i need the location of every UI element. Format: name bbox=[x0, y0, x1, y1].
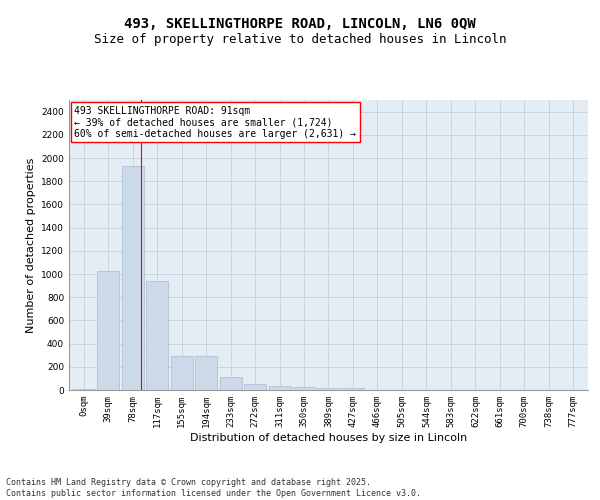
Bar bbox=[293, 387, 315, 390]
Bar bbox=[122, 166, 143, 390]
Y-axis label: Number of detached properties: Number of detached properties bbox=[26, 158, 35, 332]
Bar bbox=[195, 356, 217, 390]
Bar bbox=[170, 356, 193, 390]
Bar bbox=[317, 388, 340, 390]
Bar bbox=[73, 389, 95, 390]
Text: 493, SKELLINGTHORPE ROAD, LINCOLN, LN6 0QW: 493, SKELLINGTHORPE ROAD, LINCOLN, LN6 0… bbox=[124, 18, 476, 32]
Bar bbox=[97, 270, 119, 390]
Text: Size of property relative to detached houses in Lincoln: Size of property relative to detached ho… bbox=[94, 32, 506, 46]
X-axis label: Distribution of detached houses by size in Lincoln: Distribution of detached houses by size … bbox=[190, 432, 467, 442]
Bar bbox=[269, 386, 290, 390]
Bar bbox=[146, 281, 168, 390]
Bar bbox=[220, 377, 242, 390]
Bar bbox=[244, 384, 266, 390]
Text: Contains HM Land Registry data © Crown copyright and database right 2025.
Contai: Contains HM Land Registry data © Crown c… bbox=[6, 478, 421, 498]
Bar bbox=[342, 388, 364, 390]
Text: 493 SKELLINGTHORPE ROAD: 91sqm
← 39% of detached houses are smaller (1,724)
60% : 493 SKELLINGTHORPE ROAD: 91sqm ← 39% of … bbox=[74, 106, 356, 139]
